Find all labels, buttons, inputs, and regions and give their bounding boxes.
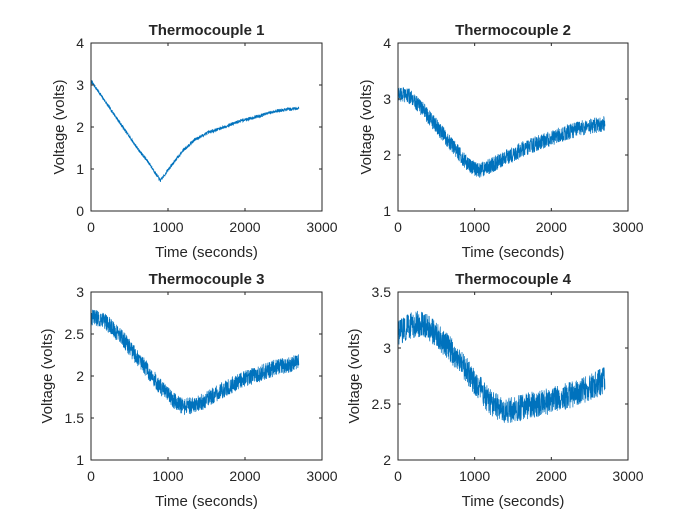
y-tick-label: 0	[76, 203, 84, 219]
x-tick-label: 2000	[229, 468, 260, 484]
data-series-line	[398, 310, 606, 423]
subplot-title: Thermocouple 3	[149, 271, 265, 288]
y-tick-label: 4	[76, 35, 84, 51]
x-tick-label: 2000	[229, 219, 260, 235]
x-tick-label: 1000	[459, 468, 490, 484]
x-tick-label: 1000	[152, 468, 183, 484]
y-axis-label: Voltage (volts)	[39, 328, 56, 423]
data-series-line	[398, 87, 606, 178]
x-tick-label: 2000	[536, 219, 567, 235]
x-tick-label: 3000	[612, 468, 643, 484]
y-tick-label: 3	[76, 284, 84, 300]
x-tick-label: 3000	[306, 468, 337, 484]
y-axis-label: Voltage (volts)	[346, 328, 363, 423]
y-tick-label: 3	[76, 77, 84, 93]
y-tick-label: 1	[76, 452, 84, 468]
subplot-title: Thermocouple 2	[455, 22, 571, 39]
subplot-2: 0 1000 2000 3000 1 2 3 4 Thermocouple 2 Time (sec…	[358, 22, 644, 261]
y-tick-label: 1.5	[65, 410, 85, 426]
x-tick-label: 2000	[536, 468, 567, 484]
y-tick-label: 3	[383, 91, 391, 107]
subplot-title: Thermocouple 1	[149, 22, 265, 39]
y-axis-label: Voltage (volts)	[358, 79, 375, 174]
x-tick-label: 0	[87, 468, 95, 484]
data-series-line	[91, 79, 300, 183]
y-axis-label: Voltage (volts)	[51, 79, 68, 174]
y-tick-label: 3.5	[372, 284, 392, 300]
subplot-title: Thermocouple 4	[455, 271, 572, 288]
data-series-line	[91, 309, 300, 415]
y-tick-label: 1	[76, 161, 84, 177]
subplot-1: 0 1000 2000 3000 0 1 2 3 4 Thermocouple 1 Time (se…	[51, 22, 338, 261]
y-tick-label: 2	[76, 119, 84, 135]
x-axis-label: Time (seconds)	[155, 244, 258, 261]
y-tick-label: 2.5	[372, 396, 392, 412]
x-tick-label: 3000	[306, 219, 337, 235]
x-tick-label: 0	[394, 468, 402, 484]
x-axis-label: Time (seconds)	[462, 493, 565, 510]
x-tick-label: 0	[394, 219, 402, 235]
x-tick-label: 1000	[459, 219, 490, 235]
y-tick-label: 4	[383, 35, 391, 51]
x-axis-label: Time (seconds)	[462, 244, 565, 261]
axes-frame	[397, 291, 629, 461]
y-tick-label: 3	[383, 340, 391, 356]
x-tick-label: 1000	[152, 219, 183, 235]
axes-frame	[397, 42, 629, 212]
y-tick-label: 2	[383, 452, 391, 468]
axes-frame	[90, 291, 323, 461]
x-axis-label: Time (seconds)	[155, 493, 258, 510]
y-tick-label: 1	[383, 203, 391, 219]
subplot-4: 0 1000 2000 3000 2 2.5 3 3.5 Thermocouple 4 Time …	[346, 271, 644, 510]
x-tick-label: 3000	[612, 219, 643, 235]
y-tick-label: 2	[76, 368, 84, 384]
y-tick-label: 2.5	[65, 326, 85, 342]
y-tick-label: 2	[383, 147, 391, 163]
subplot-3: 0 1000 2000 3000 1 1.5 2 2.5 3 Thermocouple 3 Time…	[39, 271, 338, 510]
x-tick-label: 0	[87, 219, 95, 235]
axes-frame	[90, 42, 323, 212]
